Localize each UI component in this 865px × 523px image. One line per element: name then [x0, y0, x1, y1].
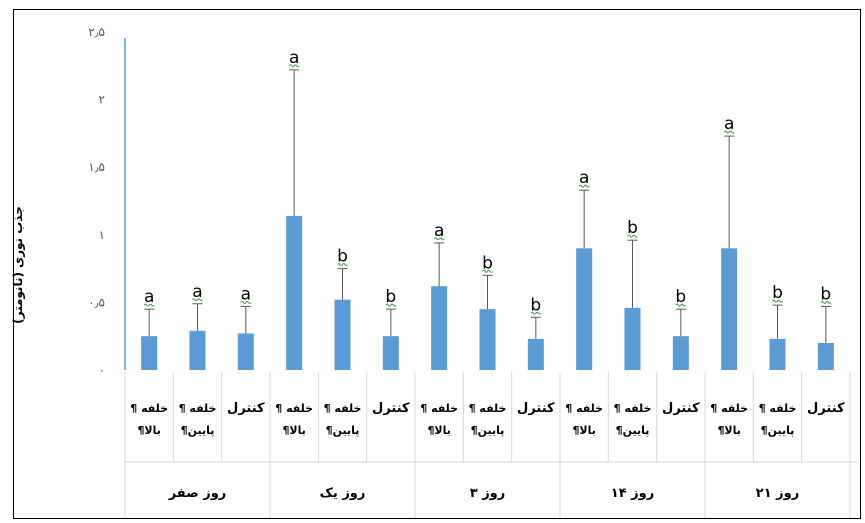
- spellcheck-underline: [240, 300, 252, 304]
- significance-letter: a: [724, 114, 734, 134]
- spellcheck-underline: [288, 64, 300, 68]
- category-label: کنترل: [227, 401, 265, 416]
- bar: [769, 338, 786, 370]
- spellcheck-underline: [578, 184, 590, 188]
- category-label: پایین¶: [181, 424, 215, 437]
- significance-letter: b: [530, 295, 541, 315]
- y-tick-label: ۱٫۵: [88, 160, 105, 174]
- significance-letter: b: [820, 284, 831, 304]
- spellcheck-underline: [820, 300, 832, 304]
- category-label: کنترل: [517, 401, 555, 416]
- bar: [431, 286, 448, 370]
- category-label: خلفه ¶: [179, 402, 217, 415]
- category-label: پایین¶: [761, 424, 795, 437]
- group-label: روز ۲۱: [756, 486, 799, 501]
- bar: [286, 215, 303, 370]
- category-label: پایین¶: [326, 424, 360, 437]
- chart-frame: [13, 9, 861, 519]
- category-label: پایین¶: [616, 424, 650, 437]
- y-tick-label: ۲٫۵: [88, 25, 105, 39]
- spellcheck-underline: [433, 237, 445, 241]
- spellcheck-underline: [482, 269, 493, 273]
- spellcheck-underline: [675, 303, 687, 307]
- significance-letter: a: [144, 287, 154, 307]
- category-label: بالا¶: [427, 424, 450, 437]
- category-label: خلفه ¶: [565, 402, 603, 415]
- significance-letter: b: [627, 218, 638, 238]
- significance-letter: a: [192, 282, 202, 302]
- bar: [576, 248, 593, 370]
- spellcheck-underline: [192, 298, 203, 302]
- significance-letter: b: [385, 287, 396, 307]
- spellcheck-underline: [530, 311, 542, 315]
- y-tick-label: ۰٫۵: [88, 295, 105, 309]
- category-label: خلفه ¶: [130, 402, 168, 415]
- group-label: روز یک: [320, 486, 366, 501]
- bar: [527, 338, 544, 370]
- bar: [479, 309, 496, 370]
- category-label: پایین¶: [471, 424, 505, 437]
- group-label: روز صفر: [168, 486, 227, 501]
- y-tick-label: ۱: [99, 228, 105, 242]
- bar: [141, 336, 158, 370]
- group-label: روز ۳: [470, 486, 506, 501]
- bar: [382, 336, 399, 370]
- category-label: خلفه ¶: [324, 402, 362, 415]
- category-label: کنترل: [662, 401, 700, 416]
- category-label: بالا¶: [282, 424, 305, 437]
- bar: [721, 248, 738, 370]
- category-label: بالا¶: [572, 424, 595, 437]
- category-label: خلفه ¶: [710, 402, 748, 415]
- category-label: خلفه ¶: [420, 402, 458, 415]
- category-label: خلفه ¶: [469, 402, 507, 415]
- significance-letter: b: [482, 253, 493, 273]
- bar: [817, 342, 834, 370]
- y-tick-label: ۲: [99, 93, 105, 107]
- significance-letter: a: [289, 48, 299, 68]
- spellcheck-underline: [337, 263, 348, 267]
- category-label: خلفه ¶: [275, 402, 313, 415]
- spellcheck-underline: [627, 234, 638, 238]
- category-label: خلفه ¶: [759, 402, 797, 415]
- bar: [624, 307, 641, 370]
- bar: [189, 330, 206, 370]
- significance-letter: b: [675, 287, 686, 307]
- spellcheck-underline: [723, 130, 735, 134]
- bar: [237, 333, 254, 370]
- y-tick-label: ۰: [99, 363, 105, 377]
- bar: [334, 299, 351, 370]
- group-label: روز ۱۴: [611, 486, 654, 501]
- bar: [672, 336, 689, 370]
- category-label: بالا¶: [717, 424, 740, 437]
- category-label: کنترل: [372, 401, 410, 416]
- y-axis-label: جذب نوری (نانومتر): [11, 206, 25, 324]
- category-label: بالا¶: [137, 424, 160, 437]
- spellcheck-underline: [143, 303, 155, 307]
- significance-letter: b: [337, 247, 348, 267]
- spellcheck-underline: [385, 303, 397, 307]
- category-label: کنترل: [807, 401, 845, 416]
- significance-letter: a: [434, 221, 444, 241]
- significance-letter: a: [579, 168, 589, 188]
- significance-letter: b: [772, 283, 783, 303]
- category-label: خلفه ¶: [614, 402, 652, 415]
- significance-letter: a: [241, 284, 251, 304]
- spellcheck-underline: [772, 299, 783, 303]
